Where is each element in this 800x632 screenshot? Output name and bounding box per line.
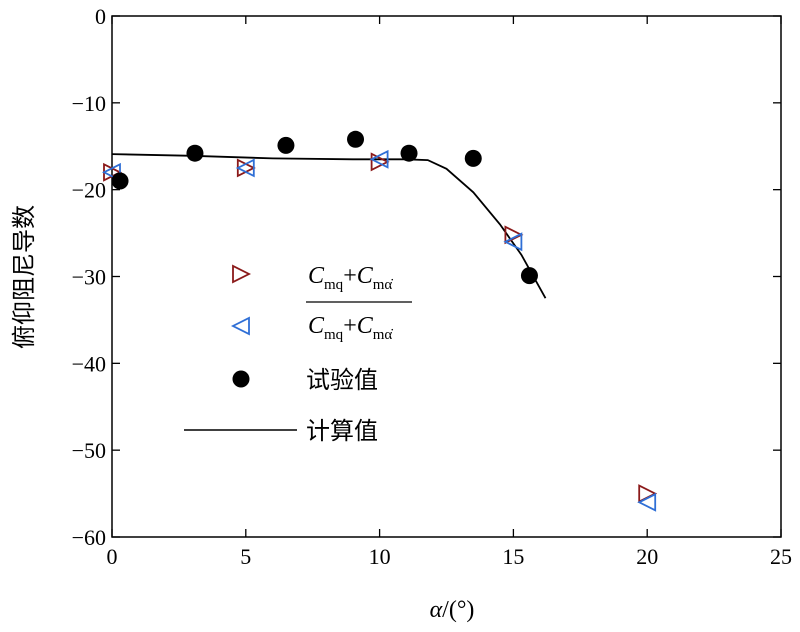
legend-marker-triangle-right xyxy=(232,264,252,284)
data-point-triangle-right xyxy=(504,225,524,245)
y-tick-label: −40 xyxy=(72,351,106,376)
data-point-test xyxy=(520,267,538,285)
calculated-line xyxy=(111,153,547,299)
legend-entry-2: Cmq+Cmα̇ xyxy=(230,313,393,343)
y-tick-label: 0 xyxy=(95,4,106,29)
y-tick-label: −10 xyxy=(72,91,106,116)
data-point-test xyxy=(347,130,365,148)
data-point-test xyxy=(400,144,418,162)
legend-marker-circle xyxy=(232,370,250,388)
data-point-test xyxy=(464,149,482,167)
series-calculated-line xyxy=(111,153,547,299)
legend-marker-triangle-left xyxy=(230,316,250,336)
data-point-test xyxy=(111,172,129,190)
data-point-triangle-left xyxy=(503,232,523,252)
x-axis-ticks: 0 5 10 15 20 25 xyxy=(107,16,792,569)
legend-entry-1: Cmq+Cmα̇ xyxy=(232,263,412,303)
x-tick-label: 5 xyxy=(240,544,251,569)
x-tick-label: 10 xyxy=(369,544,391,569)
data-point-triangle-right xyxy=(370,152,390,172)
legend: Cmq+Cmα̇ Cmq+Cmα̇ 试验值 计算值 xyxy=(184,263,412,445)
data-point-test xyxy=(186,144,204,162)
x-tick-label: 25 xyxy=(770,544,792,569)
x-axis-label: α/(°) xyxy=(430,597,475,623)
data-point-triangle-right xyxy=(236,158,256,178)
x-tick-label: 20 xyxy=(636,544,658,569)
data-point-test xyxy=(277,136,295,154)
x-tick-label: 0 xyxy=(107,544,118,569)
data-point-triangle-left xyxy=(369,149,389,169)
y-tick-label: −30 xyxy=(72,265,106,290)
legend-formula-denominator: Cmq+Cmα̇ xyxy=(308,313,393,343)
y-tick-label: −20 xyxy=(72,178,106,203)
series-test-values xyxy=(111,130,538,285)
y-axis-label: 俯仰阻尼导数 xyxy=(10,205,38,349)
y-tick-label: −50 xyxy=(72,438,106,463)
y-tick-label: −60 xyxy=(72,525,106,550)
x-tick-label: 15 xyxy=(502,544,524,569)
legend-entry-3: 试验值 xyxy=(232,366,378,394)
legend-label-test: 试验值 xyxy=(306,366,378,394)
data-point-triangle-left xyxy=(101,162,121,182)
data-point-triangle-left xyxy=(637,492,657,512)
series-triangle-left xyxy=(101,149,657,512)
legend-formula-numerator: Cmq+Cmα̇ xyxy=(308,263,393,293)
y-axis-ticks: 0 −10 −20 −30 −40 −50 −60 xyxy=(72,4,781,550)
data-point-triangle-left xyxy=(235,158,255,178)
plot-frame xyxy=(111,15,782,538)
legend-label-calculated: 计算值 xyxy=(306,417,378,445)
legend-entry-4: 计算值 xyxy=(184,417,378,445)
